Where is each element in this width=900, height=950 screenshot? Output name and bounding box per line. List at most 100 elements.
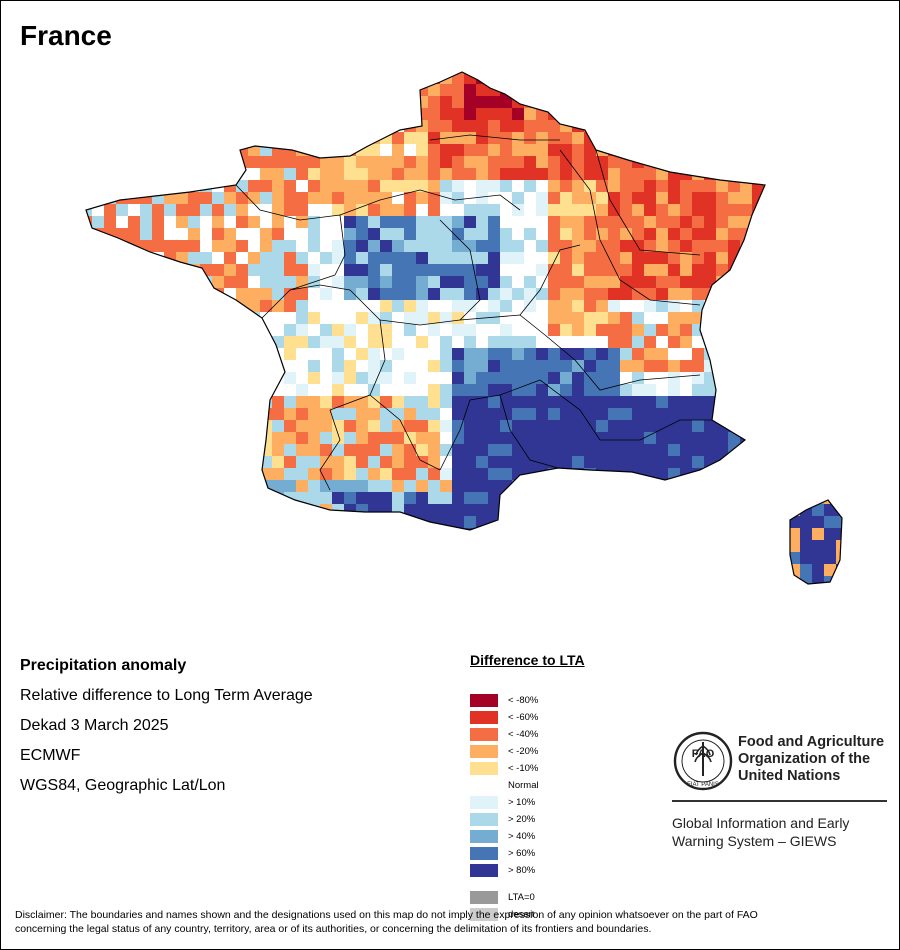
grid-cell xyxy=(692,108,704,120)
grid-cell xyxy=(848,216,860,228)
grid-cell xyxy=(572,480,584,492)
grid-cell xyxy=(740,324,752,336)
grid-cell xyxy=(704,516,716,528)
grid-cell xyxy=(152,144,164,156)
grid-cell xyxy=(332,492,344,504)
grid-cell xyxy=(200,540,212,552)
grid-cell xyxy=(224,552,236,564)
grid-cell xyxy=(812,408,824,420)
grid-cell xyxy=(176,108,188,120)
grid-cell xyxy=(404,216,416,228)
grid-cell xyxy=(86,552,92,564)
grid-cell xyxy=(236,372,248,384)
grid-cell xyxy=(284,372,296,384)
grid-cell xyxy=(332,588,344,600)
grid-cell xyxy=(740,492,752,504)
grid-cell xyxy=(344,228,356,240)
grid-cell xyxy=(356,72,368,84)
grid-cell xyxy=(440,504,452,516)
grid-cell xyxy=(584,432,596,444)
grid-cell xyxy=(740,336,752,348)
grid-cell xyxy=(248,96,260,108)
grid-cell xyxy=(668,252,680,264)
grid-cell xyxy=(368,132,380,144)
grid-cell xyxy=(668,144,680,156)
grid-cell xyxy=(152,312,164,324)
grid-cell xyxy=(428,156,440,168)
grid-cell xyxy=(308,192,320,204)
grid-cell xyxy=(440,588,452,600)
grid-cell xyxy=(488,360,500,372)
grid-cell xyxy=(92,432,104,444)
grid-cell xyxy=(440,192,452,204)
grid-cell xyxy=(260,360,272,372)
grid-cell xyxy=(800,252,812,264)
grid-cell xyxy=(416,348,428,360)
grid-cell xyxy=(584,480,596,492)
grid-cell xyxy=(380,516,392,528)
grid-cell xyxy=(500,420,512,432)
grid-cell xyxy=(800,564,812,576)
grid-cell xyxy=(452,120,464,132)
grid-cell xyxy=(200,84,212,96)
grid-cell xyxy=(212,324,224,336)
grid-cell xyxy=(86,336,92,348)
grid-cell xyxy=(500,360,512,372)
grid-cell xyxy=(284,168,296,180)
legend-item: Normal xyxy=(470,779,539,792)
grid-cell xyxy=(200,528,212,540)
grid-cell xyxy=(704,384,716,396)
fao-emblem-icon: FAO FIAT PANIS xyxy=(673,731,733,791)
grid-cell xyxy=(392,204,404,216)
grid-cell xyxy=(800,72,812,84)
grid-cell xyxy=(680,444,692,456)
grid-cell xyxy=(656,396,668,408)
grid-cell xyxy=(248,456,260,468)
grid-cell xyxy=(260,528,272,540)
grid-cell xyxy=(212,372,224,384)
grid-cell xyxy=(152,276,164,288)
grid-cell xyxy=(356,480,368,492)
grid-cell xyxy=(416,384,428,396)
grid-cell xyxy=(764,276,776,288)
grid-cell xyxy=(536,132,548,144)
grid-cell xyxy=(536,480,548,492)
grid-cell xyxy=(86,528,92,540)
grid-cell xyxy=(140,528,152,540)
grid-cell xyxy=(572,348,584,360)
grid-cell xyxy=(224,240,236,252)
grid-cell xyxy=(464,492,476,504)
grid-cell xyxy=(680,276,692,288)
grid-cell xyxy=(200,564,212,576)
grid-cell xyxy=(296,444,308,456)
grid-cell xyxy=(728,96,740,108)
grid-cell xyxy=(452,60,464,72)
grid-cell xyxy=(692,408,704,420)
grid-cell xyxy=(476,576,488,584)
grid-cell xyxy=(92,252,104,264)
grid-cell xyxy=(692,192,704,204)
grid-cell xyxy=(656,324,668,336)
grid-cell xyxy=(356,300,368,312)
grid-cell xyxy=(584,108,596,120)
grid-cell xyxy=(620,420,632,432)
grid-cell xyxy=(584,516,596,528)
grid-cell xyxy=(692,156,704,168)
grid-cell xyxy=(428,588,440,600)
grid-cell xyxy=(86,240,92,252)
grid-cell xyxy=(164,468,176,480)
grid-cell xyxy=(104,324,116,336)
grid-cell xyxy=(116,504,128,516)
grid-cell xyxy=(656,84,668,96)
grid-cell xyxy=(776,348,788,360)
grid-cell xyxy=(704,156,716,168)
grid-cell xyxy=(392,156,404,168)
grid-cell xyxy=(704,492,716,504)
grid-cell xyxy=(680,348,692,360)
grid-cell xyxy=(572,84,584,96)
grid-cell xyxy=(416,444,428,456)
grid-cell xyxy=(728,348,740,360)
grid-cell xyxy=(176,192,188,204)
grid-cell xyxy=(248,552,260,564)
grid-cell xyxy=(392,264,404,276)
